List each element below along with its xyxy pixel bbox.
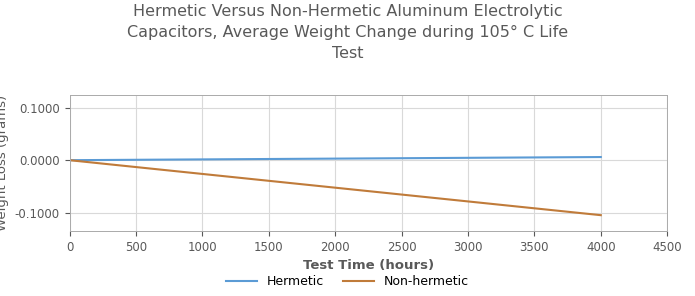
Text: Hermetic Versus Non-Hermetic Aluminum Electrolytic
Capacitors, Average Weight Ch: Hermetic Versus Non-Hermetic Aluminum El… bbox=[127, 4, 568, 62]
Legend: Hermetic, Non-hermetic: Hermetic, Non-hermetic bbox=[221, 270, 474, 293]
X-axis label: Test Time (hours): Test Time (hours) bbox=[303, 259, 434, 272]
Y-axis label: Weight Loss (grams): Weight Loss (grams) bbox=[0, 95, 9, 231]
